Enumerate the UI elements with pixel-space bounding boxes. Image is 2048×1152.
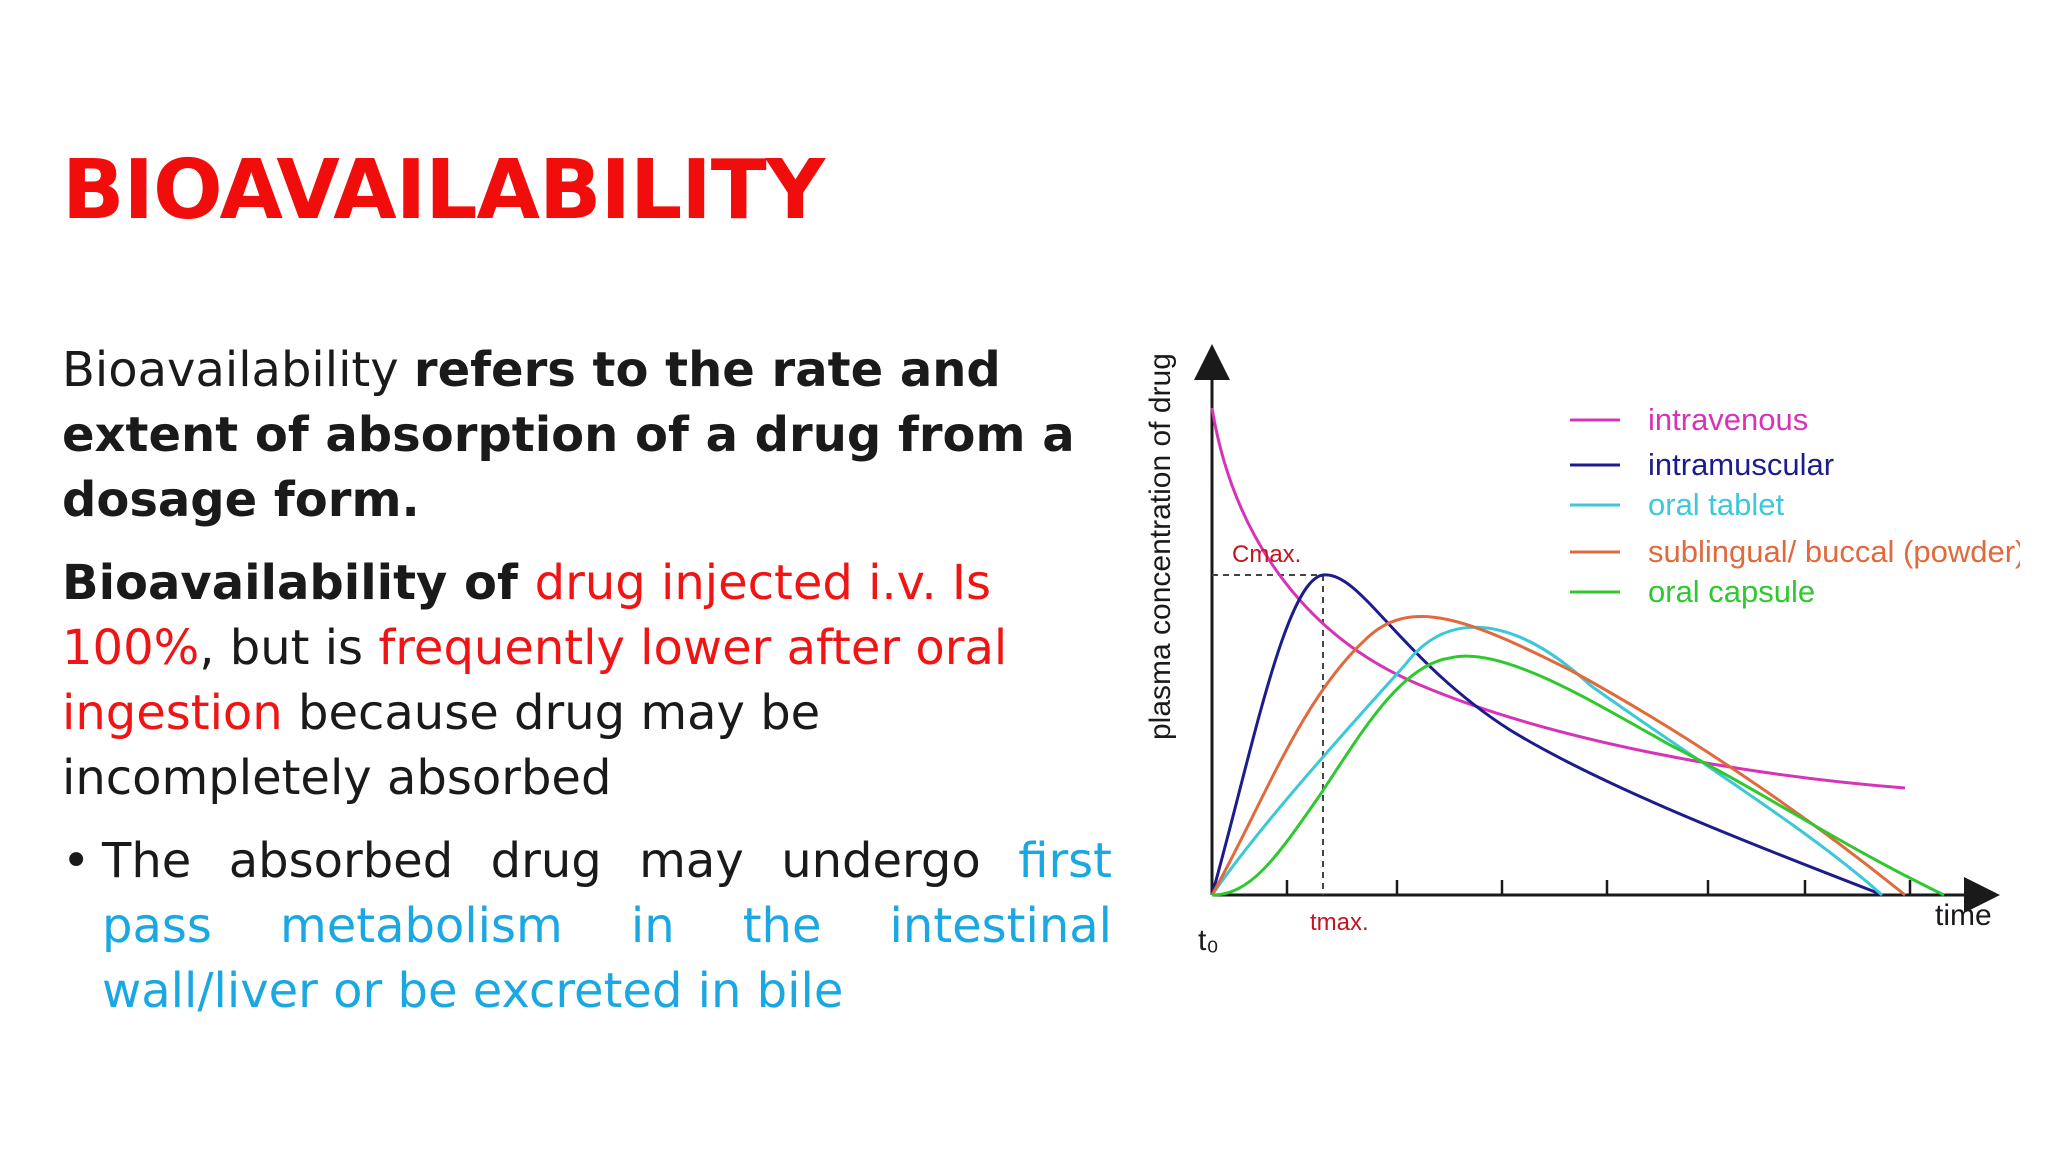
slide-body: Bioavailability refers to the rate and e…: [62, 338, 1112, 1024]
slide-title: BIOAVAILABILITY: [62, 143, 825, 238]
metabolism-bullet: • The absorbed drug may undergo first pas…: [62, 829, 1112, 1024]
series-line-intramuscular: [1210, 573, 1884, 897]
pk-concentration-chart: plasma concentration of drug time t₀ tma…: [1144, 344, 2020, 957]
x-axis-ticks: [1285, 880, 1912, 895]
x-axis-label: time: [1935, 899, 1992, 932]
iv-lead: Bioavailability of: [62, 555, 535, 611]
legend-label: intramuscular: [1648, 447, 1834, 482]
legend-label: sublingual/ buccal (powder): [1648, 534, 2020, 569]
bullet-marker: •: [62, 833, 91, 889]
legend-label: intravenous: [1648, 402, 1808, 437]
definition-term: Bioavailability: [62, 342, 414, 398]
legend-label: oral tablet: [1648, 487, 1785, 522]
tmax-label: tmax.: [1310, 909, 1369, 936]
chart-curves: [1210, 407, 1945, 897]
oral-highlight: frequently lower after oral ingestion: [62, 620, 1008, 741]
iv-reason: because drug may be incompletely absorbe…: [62, 685, 821, 806]
bullet-lead: The absorbed drug may undergo: [102, 833, 1019, 889]
bullet-highlight: first pass metabolism in the intestinal …: [102, 833, 1112, 1019]
x-origin-label: t₀: [1198, 924, 1219, 957]
y-axis-label: plasma concentration of drug: [1144, 353, 1177, 740]
chart-legend: intravenous intramuscular oral tablet subli…: [1570, 402, 2020, 609]
iv-highlight: drug injected i.v. Is 100%: [62, 555, 992, 676]
series-line-oral-capsule: [1211, 654, 1945, 897]
legend-label: oral capsule: [1648, 574, 1815, 609]
series-line-oral-tablet: [1210, 625, 1884, 897]
definition-paragraph: Bioavailability refers to the rate and e…: [62, 338, 1112, 533]
iv-connector: , but is: [199, 620, 379, 676]
iv-paragraph: Bioavailability of drug injected i.v. Is…: [62, 551, 1112, 811]
series-line-sublingual-buccal-powder: [1210, 615, 1906, 897]
definition-text: refers to the rate and extent of absorpt…: [62, 342, 1075, 528]
cmax-label: Cmax.: [1232, 541, 1301, 568]
series-line-intravenous: [1210, 407, 1906, 790]
